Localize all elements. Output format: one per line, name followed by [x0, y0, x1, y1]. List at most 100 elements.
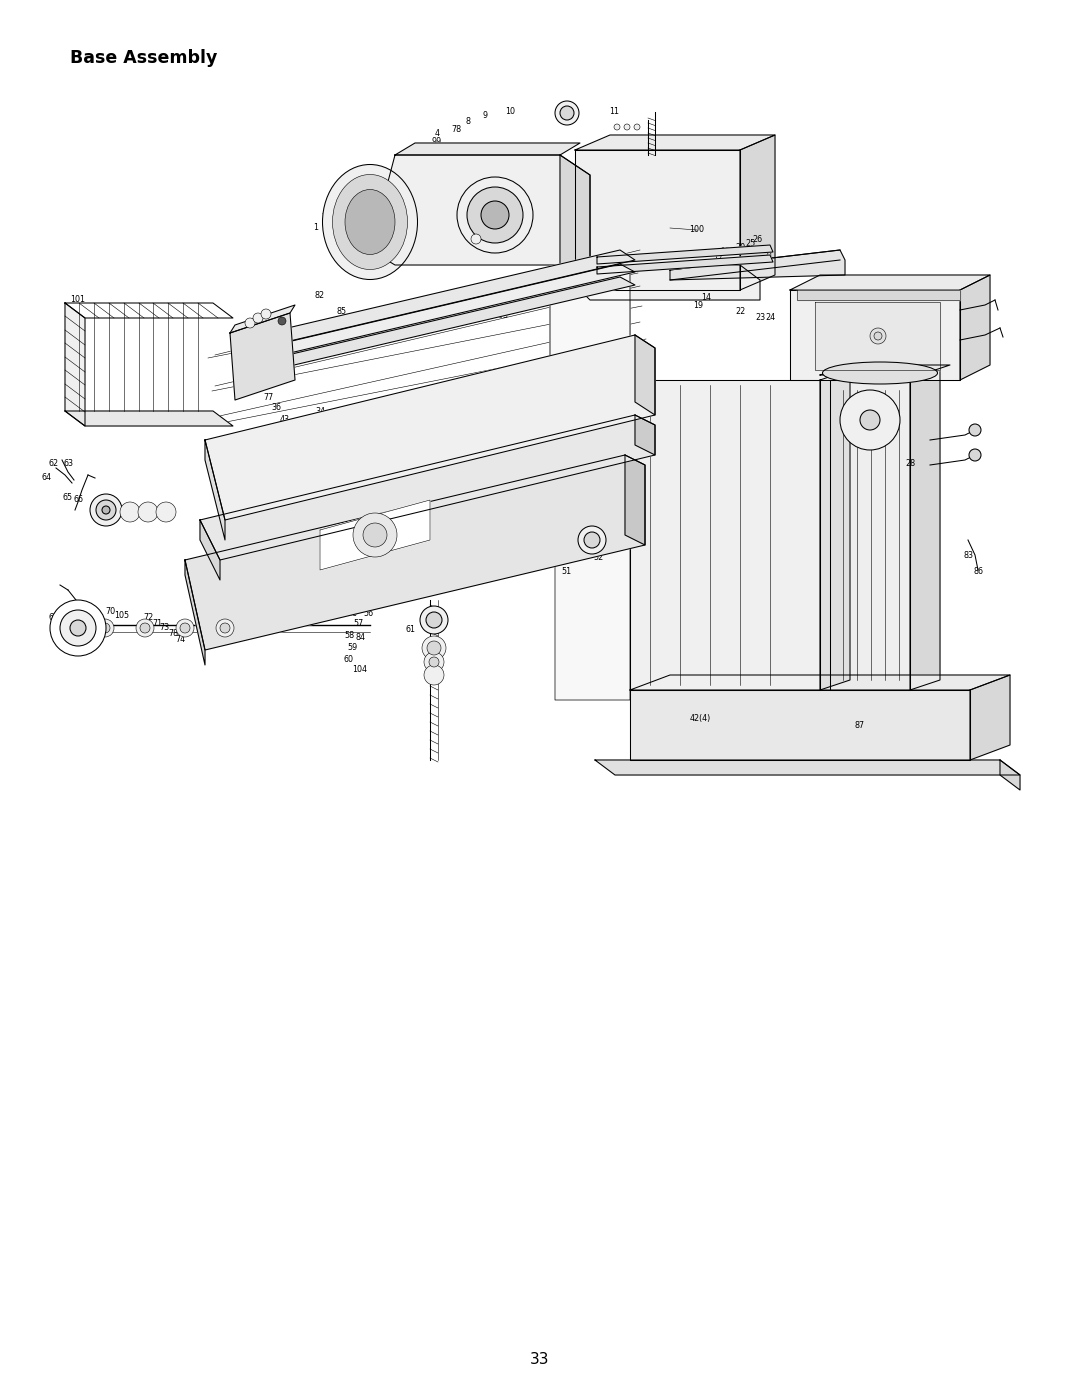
Polygon shape: [630, 380, 820, 690]
Circle shape: [140, 623, 150, 633]
Polygon shape: [815, 302, 940, 370]
Circle shape: [615, 124, 620, 130]
Text: 72: 72: [143, 613, 153, 623]
Circle shape: [120, 502, 140, 522]
Text: 52: 52: [593, 553, 603, 563]
Text: 105: 105: [114, 612, 130, 620]
Circle shape: [102, 506, 110, 514]
Text: Base Assembly: Base Assembly: [70, 49, 217, 67]
Text: 20: 20: [734, 243, 745, 251]
Text: 83: 83: [963, 550, 973, 560]
Circle shape: [96, 500, 116, 520]
Text: 48: 48: [367, 497, 377, 507]
Text: 78: 78: [167, 630, 178, 638]
Polygon shape: [200, 415, 654, 560]
Circle shape: [261, 309, 271, 319]
Text: 46: 46: [568, 437, 578, 447]
Text: 69: 69: [72, 633, 82, 641]
Text: 106(2): 106(2): [282, 488, 308, 496]
Text: 49: 49: [345, 507, 355, 517]
Text: 17: 17: [713, 253, 724, 261]
Text: 34: 34: [330, 496, 340, 504]
Polygon shape: [630, 675, 1010, 690]
Polygon shape: [597, 256, 773, 274]
Circle shape: [471, 235, 481, 244]
Text: 23: 23: [755, 313, 765, 323]
Circle shape: [584, 532, 600, 548]
Text: 4: 4: [525, 249, 529, 257]
Circle shape: [70, 620, 86, 636]
Circle shape: [578, 527, 606, 555]
Circle shape: [245, 319, 255, 328]
Text: 42(6): 42(6): [255, 497, 275, 507]
Text: 39(2): 39(2): [542, 493, 564, 503]
Text: 82: 82: [315, 292, 325, 300]
Polygon shape: [831, 380, 910, 690]
Circle shape: [969, 448, 981, 461]
Circle shape: [555, 101, 579, 124]
Polygon shape: [970, 675, 1010, 760]
Text: 66: 66: [75, 496, 84, 504]
Text: 78: 78: [451, 124, 461, 134]
Circle shape: [624, 124, 630, 130]
Polygon shape: [740, 136, 775, 291]
Text: 4: 4: [434, 130, 440, 138]
Polygon shape: [370, 155, 590, 265]
Circle shape: [138, 502, 158, 522]
Circle shape: [50, 599, 106, 657]
Text: 36: 36: [271, 404, 281, 412]
Polygon shape: [185, 560, 205, 665]
Text: 65: 65: [63, 493, 73, 502]
Text: 14: 14: [701, 293, 711, 303]
Polygon shape: [205, 335, 654, 520]
Circle shape: [429, 657, 438, 666]
Text: 99: 99: [432, 137, 442, 145]
Circle shape: [278, 317, 286, 326]
Text: 104: 104: [50, 623, 65, 633]
Text: 100: 100: [689, 225, 704, 235]
Text: 84: 84: [355, 633, 365, 641]
Circle shape: [457, 177, 534, 253]
Circle shape: [100, 623, 110, 633]
Circle shape: [353, 513, 397, 557]
Polygon shape: [230, 313, 295, 400]
Text: 86: 86: [973, 567, 983, 577]
Text: 102: 102: [584, 543, 599, 552]
Text: 68: 68: [66, 623, 76, 633]
Text: 70: 70: [105, 608, 116, 616]
Polygon shape: [245, 250, 635, 348]
Polygon shape: [630, 690, 970, 760]
Text: 34: 34: [273, 437, 283, 447]
Text: 38: 38: [276, 450, 286, 460]
Text: 75: 75: [538, 506, 549, 514]
Polygon shape: [185, 455, 645, 650]
Circle shape: [96, 619, 114, 637]
Polygon shape: [65, 303, 233, 319]
Text: 59: 59: [347, 644, 357, 652]
Text: 77: 77: [262, 393, 273, 401]
Text: 67: 67: [49, 613, 59, 623]
Circle shape: [90, 495, 122, 527]
Text: 88: 88: [347, 609, 357, 619]
Text: 11: 11: [609, 108, 619, 116]
Polygon shape: [230, 305, 295, 332]
Circle shape: [840, 390, 900, 450]
Text: 54: 54: [599, 510, 610, 520]
Text: 45: 45: [559, 430, 570, 440]
Text: 42: 42: [553, 446, 563, 454]
Text: 101: 101: [70, 295, 85, 303]
Text: 60: 60: [345, 655, 354, 664]
Polygon shape: [575, 265, 760, 300]
Text: 6: 6: [419, 218, 424, 228]
Text: 25: 25: [745, 239, 755, 247]
Ellipse shape: [323, 165, 418, 279]
Circle shape: [467, 187, 523, 243]
Circle shape: [424, 665, 444, 685]
Text: 76: 76: [321, 214, 332, 222]
Text: 5: 5: [407, 225, 413, 233]
Text: 79: 79: [599, 545, 610, 555]
Polygon shape: [635, 335, 654, 415]
Polygon shape: [789, 291, 960, 380]
Text: 80: 80: [65, 604, 75, 612]
Polygon shape: [245, 277, 635, 373]
